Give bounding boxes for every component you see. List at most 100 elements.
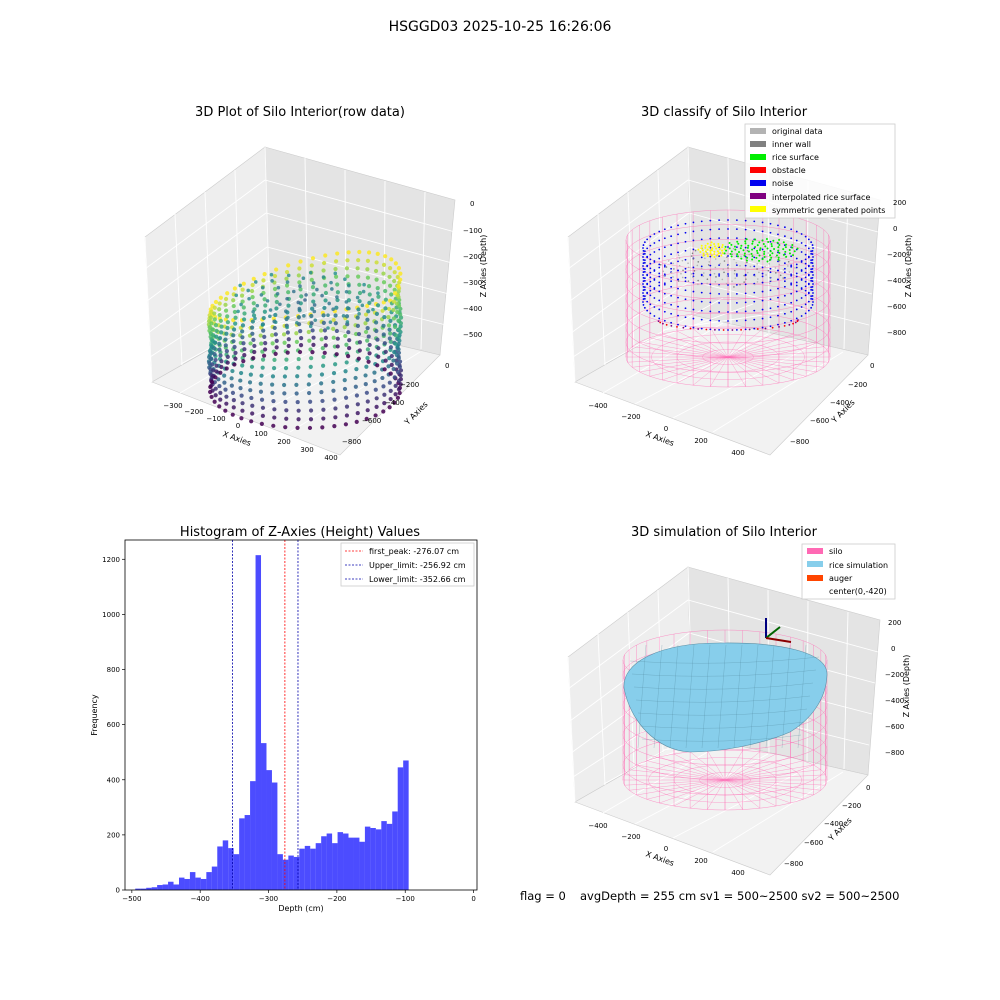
- point: [388, 266, 393, 271]
- panel-classify-3d[interactable]: 3D classify of Silo Interior original da…: [567, 105, 913, 457]
- rice-surface-point: [737, 250, 740, 253]
- wall-point: [792, 273, 795, 276]
- point: [321, 320, 326, 325]
- rice-surface-point: [729, 252, 732, 255]
- point: [381, 280, 387, 285]
- point: [381, 332, 386, 337]
- point: [356, 258, 361, 263]
- wall-point: [765, 274, 767, 276]
- rice-surface-point: [733, 245, 736, 248]
- noise-point: [653, 297, 656, 299]
- symmetric-point: [716, 250, 719, 253]
- pane-gridline: [383, 180, 386, 342]
- rice-surface: [623, 642, 828, 753]
- wall-point: [678, 264, 681, 267]
- noise-point: [700, 229, 703, 232]
- histogram-bar: [228, 848, 234, 890]
- noise-point: [761, 317, 764, 320]
- noise-point: [753, 318, 756, 321]
- wall-point: [768, 262, 771, 265]
- point: [321, 416, 326, 421]
- wall-point: [681, 276, 684, 279]
- histogram-ytick-label: 800: [107, 666, 120, 674]
- point: [398, 277, 403, 282]
- classify-legend: original data inner wall rice surface ob…: [744, 123, 896, 219]
- raw-xtick: 400: [324, 454, 337, 462]
- point: [366, 309, 371, 314]
- noise-point: [761, 248, 764, 251]
- point: [211, 368, 216, 373]
- histogram-bar: [343, 833, 349, 890]
- noise-point: [777, 233, 779, 236]
- wall-point: [749, 265, 752, 268]
- noise-point: [692, 248, 695, 251]
- noise-point: [800, 251, 803, 253]
- point: [345, 274, 350, 279]
- point: [295, 320, 299, 325]
- rice-surface-point: [740, 244, 743, 247]
- point: [310, 328, 315, 333]
- simulation-ytick: −800: [784, 860, 803, 868]
- point: [251, 337, 256, 342]
- noise-point: [795, 230, 798, 233]
- noise-point: [649, 276, 652, 279]
- noise-point: [643, 279, 646, 282]
- noise-point: [761, 308, 764, 311]
- point: [294, 339, 299, 344]
- noise-point: [727, 320, 729, 322]
- noise-point: [700, 291, 703, 294]
- panel-histogram[interactable]: Histogram of Z-Axies (Height) Values −50…: [90, 525, 478, 913]
- noise-point: [709, 310, 712, 313]
- noise-point: [810, 259, 813, 262]
- point: [331, 317, 336, 323]
- point: [387, 380, 392, 385]
- legend-swatch-interpolated: [750, 193, 766, 199]
- noise-point: [677, 278, 679, 281]
- point: [374, 328, 379, 334]
- noise-point: [643, 261, 646, 264]
- noise-point: [800, 306, 803, 308]
- noise-point: [692, 308, 695, 311]
- point: [398, 271, 403, 276]
- histogram-bar: [310, 848, 316, 890]
- point: [240, 335, 245, 340]
- point: [272, 415, 277, 420]
- rice-mesh-line: [633, 682, 814, 690]
- panel-simulation-3d[interactable]: 3D simulation of Silo Interior silo rice…: [567, 525, 911, 877]
- point: [388, 345, 394, 350]
- rice-surface-point: [737, 242, 740, 245]
- symmetric-point: [700, 244, 703, 247]
- point: [398, 312, 403, 317]
- rice-surface-point: [747, 250, 750, 253]
- point: [210, 327, 215, 332]
- point: [382, 367, 387, 372]
- point: [231, 298, 236, 303]
- silo-ring: [625, 209, 831, 271]
- pane-gridline: [146, 212, 267, 302]
- noise-point: [727, 228, 729, 230]
- point: [251, 356, 256, 361]
- point: [209, 394, 214, 400]
- obstacle-point: [670, 324, 673, 327]
- point: [238, 283, 242, 288]
- wall-point: [756, 263, 759, 265]
- point: [320, 398, 325, 404]
- obstacle-point: [794, 321, 797, 324]
- wall-point: [697, 283, 699, 286]
- rice-surface-point: [743, 254, 746, 257]
- point: [298, 259, 303, 264]
- point: [347, 290, 352, 295]
- point: [224, 366, 229, 371]
- point: [335, 336, 340, 341]
- noise-point: [692, 272, 695, 275]
- noise-point: [727, 293, 729, 295]
- obstacle-point: [731, 329, 734, 331]
- symmetric-point: [706, 255, 709, 258]
- noise-point: [810, 270, 813, 273]
- noise-point: [643, 241, 646, 244]
- point: [332, 397, 337, 402]
- panel-raw-3d[interactable]: 3D Plot of Silo Interior(row data) −300 …: [144, 105, 488, 462]
- noise-point: [649, 303, 652, 306]
- noise-point: [804, 253, 807, 256]
- rice-mesh-line: [717, 644, 727, 749]
